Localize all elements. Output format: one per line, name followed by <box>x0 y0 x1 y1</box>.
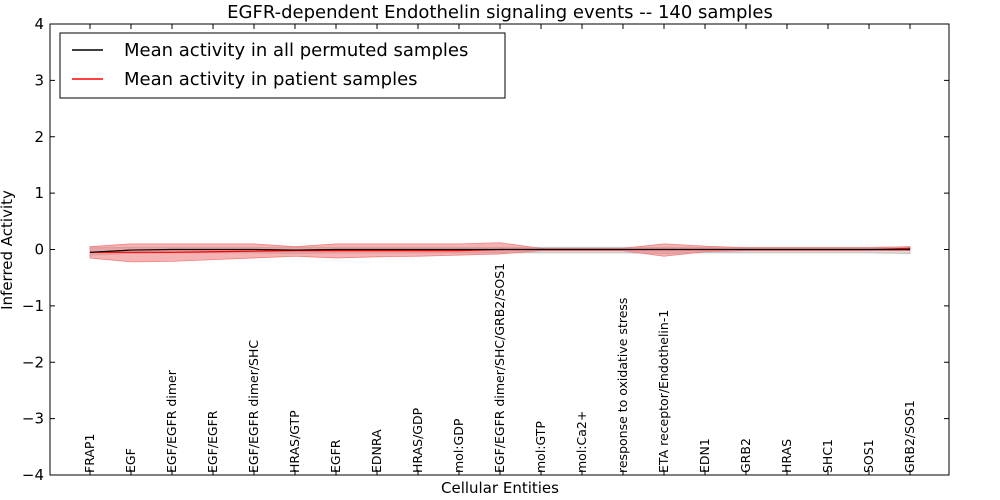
legend-box <box>59 32 506 99</box>
x-tick-label: SHC1 <box>820 439 835 473</box>
x-tick-label: GRB2 <box>738 438 753 473</box>
x-tick-label: ETA receptor/Endothelin-1 <box>656 310 671 473</box>
x-tick-label: EGF/EGFR dimer/SHC <box>246 340 261 473</box>
legend-label-patient: Mean activity in patient samples <box>124 69 418 90</box>
plot-area <box>89 242 911 263</box>
x-tick-label: EDN1 <box>697 438 712 473</box>
y-tick-label: −4 <box>22 466 44 484</box>
x-tick-label: HRAS <box>779 439 794 473</box>
y-tick-label: 3 <box>34 71 44 89</box>
x-tick-label: EDNRA <box>369 429 384 473</box>
x-tick-label: EGF/EGFR dimer/SHC/GRB2/SOS1 <box>492 263 507 473</box>
x-tick-label: mol:GDP <box>451 418 466 473</box>
x-tick-label: EGF <box>123 448 138 473</box>
y-axis-label: Inferred Activity <box>0 190 16 310</box>
patient-band <box>89 242 911 263</box>
x-tick-label: GRB2/SOS1 <box>902 400 917 473</box>
y-tick-label: −1 <box>22 297 44 315</box>
x-tick-label: FRAP1 <box>82 434 97 473</box>
x-tick-label: HRAS/GDP <box>410 407 425 473</box>
y-tick-label: −2 <box>22 353 44 371</box>
x-tick-label: response to oxidative stress <box>615 298 630 473</box>
x-tick-label: HRAS/GTP <box>287 410 302 473</box>
x-axis: FRAP1 EGF EGF/EGFR dimer EGF/EGFR EGF/EGFR d… <box>82 24 917 475</box>
chart-title: EGFR-dependent Endothelin signaling even… <box>227 2 773 23</box>
y-tick-label: 1 <box>34 184 44 202</box>
x-axis-label: Cellular Entities <box>441 479 559 497</box>
y-tick-label: −3 <box>22 410 44 428</box>
x-tick-label: SOS1 <box>861 439 876 473</box>
x-tick-label: EGF/EGFR dimer <box>164 369 179 473</box>
x-tick-label: mol:Ca2+ <box>574 411 589 473</box>
x-tick-label: EGF/EGFR <box>205 410 220 473</box>
y-tick-label: 4 <box>34 15 44 33</box>
legend-label-permuted: Mean activity in all permuted samples <box>124 40 468 61</box>
x-tick-label: EGFR <box>328 439 343 473</box>
x-tick-label: mol:GTP <box>533 421 548 473</box>
permuted-mean-line <box>89 248 910 253</box>
y-axis: −4 −3 −2 −1 0 1 2 3 4 <box>22 15 949 484</box>
y-tick-label: 0 <box>34 241 44 259</box>
legend: Mean activity in all permuted samples Me… <box>59 32 506 99</box>
y-tick-label: 2 <box>34 128 44 146</box>
